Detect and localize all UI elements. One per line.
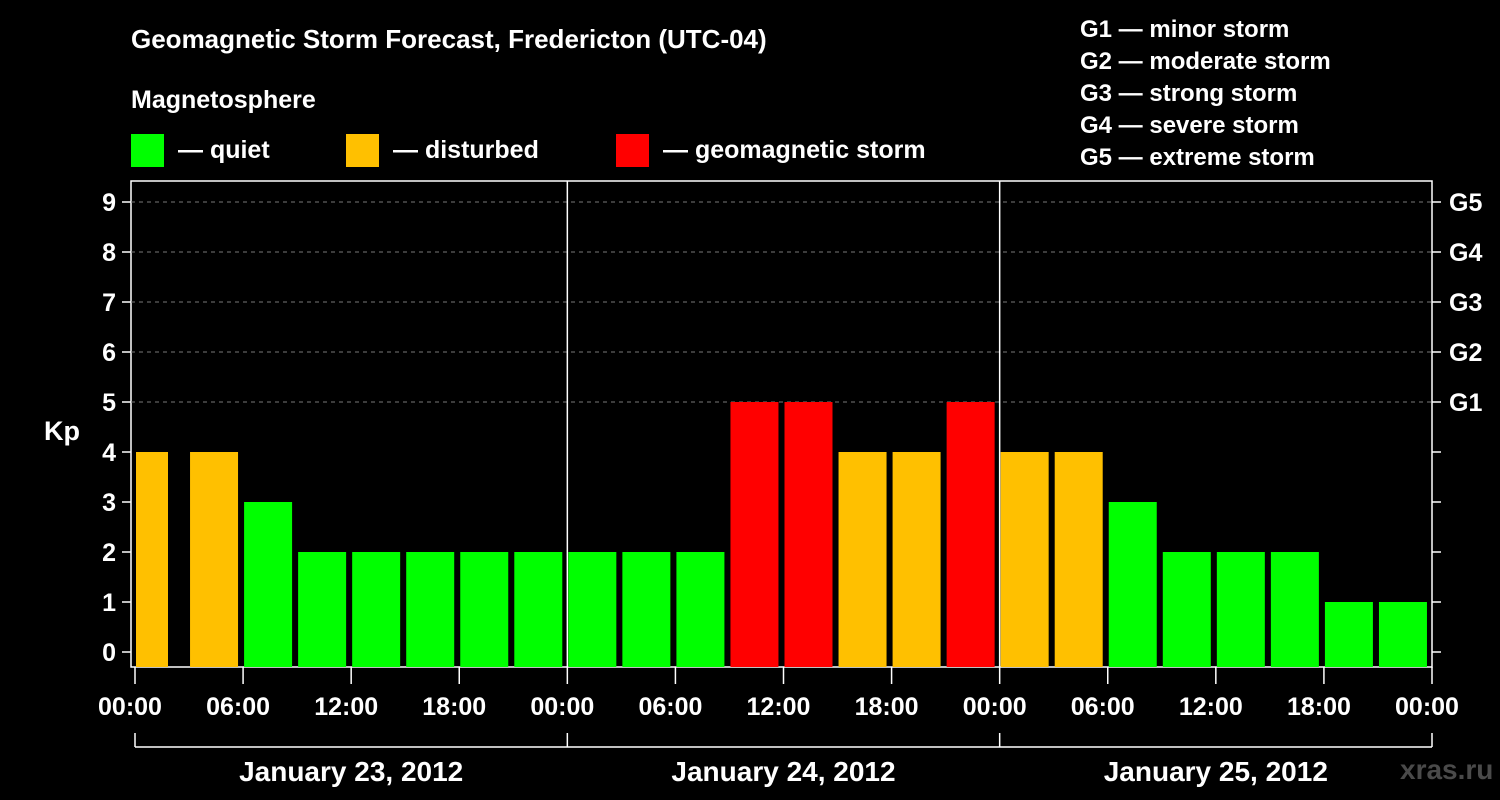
x-tick-label: 00:00 bbox=[530, 693, 594, 721]
x-tick-label: 00:00 bbox=[1395, 693, 1459, 721]
kp-bar bbox=[946, 402, 995, 667]
kp-bar bbox=[676, 552, 725, 667]
day-label: January 24, 2012 bbox=[671, 756, 895, 787]
g-scale-label: G2 bbox=[1449, 339, 1482, 367]
g-scale-label: G3 bbox=[1449, 289, 1482, 317]
storm-swatch bbox=[616, 133, 649, 167]
kp-bar bbox=[784, 402, 833, 667]
x-tick-label: 12:00 bbox=[747, 693, 811, 721]
kp-bar bbox=[1216, 552, 1265, 667]
y-tick-label: 0 bbox=[102, 639, 116, 667]
kp-bar bbox=[406, 552, 455, 667]
y-tick-label: 2 bbox=[102, 539, 116, 567]
kp-bar bbox=[460, 552, 509, 667]
day-label: January 25, 2012 bbox=[1104, 756, 1328, 787]
kp-bar bbox=[298, 552, 347, 667]
legend-label-storm: — geomagnetic storm bbox=[663, 135, 926, 164]
kp-bar bbox=[622, 552, 671, 667]
y-tick-label: 9 bbox=[102, 189, 116, 217]
kp-bar bbox=[244, 502, 293, 667]
storm-scale-g5: G5 — extreme storm bbox=[1080, 144, 1315, 171]
y-tick-label: 5 bbox=[102, 389, 116, 417]
y-tick-label: 1 bbox=[102, 589, 116, 617]
day-label: January 23, 2012 bbox=[239, 756, 463, 787]
kp-bar bbox=[1054, 452, 1103, 667]
x-tick-label: 18:00 bbox=[1287, 693, 1351, 721]
storm-scale-legend: G1 — minor storm G2 — moderate storm G3 … bbox=[1080, 14, 1331, 174]
kp-bar bbox=[1000, 452, 1049, 667]
kp-bar bbox=[568, 552, 617, 667]
y-tick-label: 4 bbox=[102, 439, 116, 467]
g-scale-label: G1 bbox=[1449, 389, 1482, 417]
credit-label: xras.ru bbox=[1400, 754, 1494, 785]
kp-bar bbox=[136, 452, 168, 667]
legend-item-quiet: — quiet bbox=[131, 133, 270, 167]
legend-label-disturbed: — disturbed bbox=[393, 135, 539, 164]
x-tick-label: 06:00 bbox=[1071, 693, 1135, 721]
x-tick-label: 12:00 bbox=[1179, 693, 1243, 721]
kp-bar bbox=[838, 452, 887, 667]
y-axis-title: Kp bbox=[44, 416, 80, 446]
storm-scale-g4: G4 — severe storm bbox=[1080, 112, 1299, 139]
x-tick-label: 18:00 bbox=[855, 693, 919, 721]
legend-item-disturbed: — disturbed bbox=[346, 133, 539, 167]
x-tick-label: 06:00 bbox=[638, 693, 702, 721]
legend-heading: Magnetosphere bbox=[131, 86, 316, 114]
kp-bar bbox=[730, 402, 779, 667]
kp-bar bbox=[1378, 602, 1427, 667]
y-tick-label: 7 bbox=[102, 289, 116, 317]
g-scale-label: G4 bbox=[1449, 239, 1482, 267]
x-tick-label: 06:00 bbox=[206, 693, 270, 721]
g-scale-label: G5 bbox=[1449, 189, 1482, 217]
x-tick-label: 00:00 bbox=[963, 693, 1027, 721]
storm-scale-g1: G1 — minor storm bbox=[1080, 16, 1290, 43]
kp-bar bbox=[892, 452, 941, 667]
chart-title: Geomagnetic Storm Forecast, Fredericton … bbox=[131, 24, 767, 54]
quiet-swatch bbox=[131, 133, 164, 167]
storm-scale-g3: G3 — strong storm bbox=[1080, 80, 1298, 107]
y-tick-label: 8 bbox=[102, 239, 116, 267]
plot-frame bbox=[130, 180, 1433, 668]
legend-label-quiet: — quiet bbox=[178, 135, 270, 164]
disturbed-swatch bbox=[346, 133, 379, 167]
y-tick-label: 3 bbox=[102, 489, 116, 517]
kp-bar bbox=[352, 552, 401, 667]
kp-bar bbox=[1324, 602, 1373, 667]
legend-item-storm: — geomagnetic storm bbox=[616, 133, 926, 167]
kp-bar bbox=[190, 452, 239, 667]
kp-bar bbox=[1162, 552, 1211, 667]
kp-bar bbox=[514, 552, 563, 667]
storm-scale-g2: G2 — moderate storm bbox=[1080, 48, 1331, 75]
kp-bar bbox=[1270, 552, 1319, 667]
kp-bar bbox=[1108, 502, 1157, 667]
y-tick-label: 6 bbox=[102, 339, 116, 367]
x-tick-label: 18:00 bbox=[422, 693, 486, 721]
x-tick-label: 12:00 bbox=[314, 693, 378, 721]
x-tick-label: 00:00 bbox=[98, 693, 162, 721]
